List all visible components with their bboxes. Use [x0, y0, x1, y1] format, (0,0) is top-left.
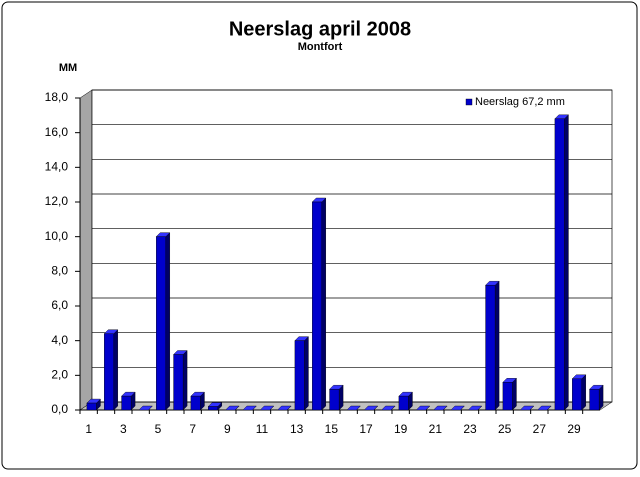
bar-top: [242, 405, 257, 411]
y-tick-label: 12,0: [45, 194, 69, 208]
bar-side: [338, 384, 344, 411]
y-tick-label: 14,0: [45, 160, 69, 174]
bar-side: [564, 114, 569, 411]
x-tick-label: 7: [189, 422, 196, 436]
side-wall: [79, 89, 93, 411]
bar-top: [433, 405, 448, 411]
bar-side: [598, 384, 604, 411]
y-tick-label: 4,0: [51, 333, 68, 347]
bar: [104, 333, 114, 411]
bar: [572, 378, 582, 411]
bar: [86, 402, 97, 411]
x-tick-label: 27: [533, 422, 547, 436]
bar: [589, 389, 600, 411]
bar: [208, 406, 218, 411]
bar: [554, 118, 565, 411]
bar-side: [165, 232, 170, 411]
bar-top: [277, 405, 292, 411]
x-tick-label: 3: [120, 422, 127, 436]
y-tick-label: 6,0: [51, 298, 68, 312]
bar-top: [415, 405, 431, 411]
bar: [502, 382, 513, 411]
bar-top: [467, 405, 483, 411]
x-tick-label: 19: [394, 422, 408, 436]
x-tick-label: 21: [429, 422, 443, 436]
bar-side: [113, 329, 118, 411]
y-axis-label: MM: [59, 62, 77, 74]
bar-top: [381, 405, 396, 411]
x-tick-label: 11: [256, 422, 269, 436]
bar-side: [304, 336, 309, 411]
x-tick-label: 29: [567, 422, 581, 436]
bar-top: [225, 405, 240, 411]
bar-top: [363, 405, 379, 411]
bar-top: [519, 405, 535, 411]
bar: [190, 395, 201, 411]
y-tick-label: 18,0: [45, 90, 69, 104]
bar-top: [259, 405, 275, 411]
bar-top: [138, 405, 153, 411]
bar-side: [321, 197, 326, 411]
bar-side: [494, 280, 500, 411]
bar: [156, 236, 166, 411]
y-tick-label: 10,0: [45, 229, 69, 243]
bar-side: [581, 374, 586, 411]
bar-top: [346, 405, 361, 411]
x-tick-label: 17: [359, 422, 373, 436]
bar: [312, 201, 322, 411]
bar: [173, 354, 184, 411]
bar: [398, 395, 409, 411]
bar: [121, 395, 132, 411]
bar: [329, 389, 340, 411]
chart-title: Neerslag april 2008: [229, 18, 411, 40]
legend-label: Neerslag 67,2 mm: [475, 96, 565, 108]
x-tick-label: 5: [155, 422, 162, 436]
y-tick-label: 16,0: [45, 125, 69, 139]
x-tick-label: 25: [498, 422, 512, 436]
bar-top: [450, 405, 465, 411]
bar: [485, 285, 496, 411]
bar-side: [512, 377, 517, 411]
x-tick-label: 1: [85, 422, 92, 436]
back-wall: [91, 89, 613, 403]
bar-top: [537, 405, 552, 411]
x-tick-label: 15: [325, 422, 339, 436]
y-tick-label: 2,0: [51, 368, 68, 382]
y-tick-label: 0,0: [51, 402, 68, 416]
legend-swatch: [465, 98, 473, 106]
x-tick-label: 23: [463, 422, 477, 436]
bar: [294, 340, 305, 411]
x-tick-label: 13: [290, 422, 304, 436]
bar-side: [182, 350, 188, 411]
y-tick-label: 8,0: [51, 264, 68, 278]
chart-subtitle: Montfort: [298, 41, 343, 53]
x-tick-label: 9: [224, 422, 231, 436]
